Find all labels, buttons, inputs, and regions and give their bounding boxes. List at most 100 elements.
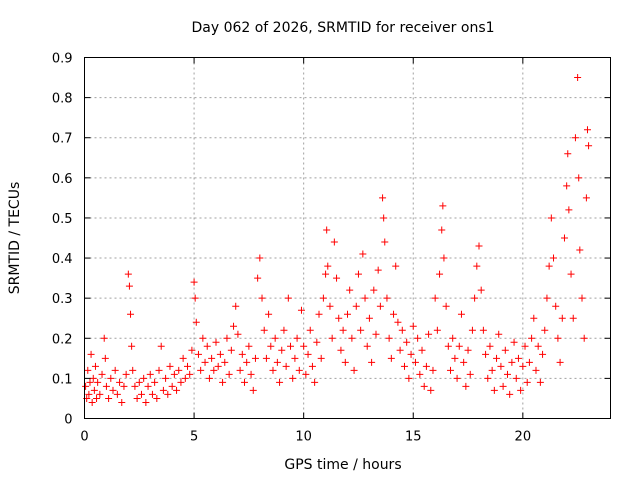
- data-point: [133, 394, 141, 402]
- data-point: [295, 366, 303, 374]
- data-point: [113, 390, 121, 398]
- data-point: [392, 262, 400, 270]
- data-point: [508, 358, 516, 366]
- data-point: [168, 382, 176, 390]
- y-axis-label: SRMTID / TECUs: [7, 182, 23, 295]
- data-point: [205, 374, 213, 382]
- data-point: [565, 206, 573, 214]
- data-point: [245, 342, 253, 350]
- data-point: [374, 266, 382, 274]
- data-point: [523, 378, 531, 386]
- data-point: [82, 382, 90, 390]
- data-point: [385, 334, 393, 342]
- data-point: [157, 342, 165, 350]
- data-point: [153, 394, 161, 402]
- data-point: [339, 326, 347, 334]
- y-tick-label: 0.7: [52, 132, 73, 147]
- data-point: [466, 370, 474, 378]
- data-point: [372, 330, 380, 338]
- data-point: [381, 238, 389, 246]
- data-point: [271, 334, 279, 342]
- data-point: [86, 378, 94, 386]
- x-tick-label: 10: [295, 430, 312, 445]
- data-point: [341, 358, 349, 366]
- data-point: [269, 366, 277, 374]
- data-point: [525, 358, 533, 366]
- data-point: [289, 374, 297, 382]
- data-point: [357, 326, 365, 334]
- data-points: [82, 74, 593, 406]
- data-point: [232, 302, 240, 310]
- data-point: [102, 382, 110, 390]
- data-point: [142, 398, 150, 406]
- data-point: [287, 342, 295, 350]
- data-point: [547, 214, 555, 222]
- data-point: [227, 346, 235, 354]
- data-point: [344, 310, 351, 318]
- data-point: [223, 334, 231, 342]
- data-point: [471, 294, 479, 302]
- data-point: [486, 342, 494, 350]
- data-point: [517, 386, 525, 394]
- data-point: [166, 362, 174, 370]
- data-point: [512, 374, 520, 382]
- data-point: [324, 262, 332, 270]
- data-point: [493, 354, 501, 362]
- data-point: [453, 374, 461, 382]
- data-point: [159, 386, 167, 394]
- data-point: [359, 250, 367, 258]
- data-point: [256, 254, 264, 262]
- data-point: [396, 346, 404, 354]
- data-point: [177, 378, 185, 386]
- data-point: [326, 302, 334, 310]
- y-tick-label: 0.1: [52, 372, 73, 387]
- data-point: [409, 322, 417, 330]
- data-point: [291, 354, 299, 362]
- data-point: [144, 382, 152, 390]
- y-tick-label: 0.4: [52, 252, 73, 267]
- data-point: [186, 370, 194, 378]
- data-point: [416, 370, 424, 378]
- data-point: [403, 338, 411, 346]
- data-point: [451, 354, 459, 362]
- data-point: [155, 366, 163, 374]
- data-point: [539, 350, 547, 358]
- data-point: [322, 270, 330, 278]
- data-point: [128, 342, 136, 350]
- data-point: [582, 194, 590, 202]
- data-point: [354, 270, 362, 278]
- data-point: [306, 326, 314, 334]
- data-point: [361, 294, 369, 302]
- data-point: [333, 274, 341, 282]
- data-point: [91, 362, 99, 370]
- data-point: [363, 342, 371, 350]
- data-point: [387, 354, 395, 362]
- data-point: [585, 142, 593, 150]
- data-point: [282, 362, 290, 370]
- data-point: [328, 334, 336, 342]
- data-point: [484, 374, 492, 382]
- data-point: [125, 282, 133, 290]
- data-point: [164, 390, 172, 398]
- data-point: [370, 286, 378, 294]
- data-point: [433, 326, 441, 334]
- data-point: [230, 322, 238, 330]
- data-point: [330, 238, 338, 246]
- data-point: [429, 366, 437, 374]
- data-point: [543, 294, 551, 302]
- data-point: [203, 342, 211, 350]
- data-point: [521, 342, 529, 350]
- data-point: [541, 326, 549, 334]
- data-point: [297, 306, 305, 314]
- data-point: [212, 338, 220, 346]
- data-point: [436, 270, 444, 278]
- data-point: [394, 318, 402, 326]
- data-point: [350, 366, 358, 374]
- x-axis-label: GPS time / hours: [284, 457, 401, 473]
- grid-layer: [84, 57, 611, 419]
- data-point: [175, 366, 183, 374]
- data-point: [560, 234, 568, 242]
- data-point: [151, 378, 159, 386]
- data-point: [127, 310, 135, 318]
- data-point: [247, 370, 255, 378]
